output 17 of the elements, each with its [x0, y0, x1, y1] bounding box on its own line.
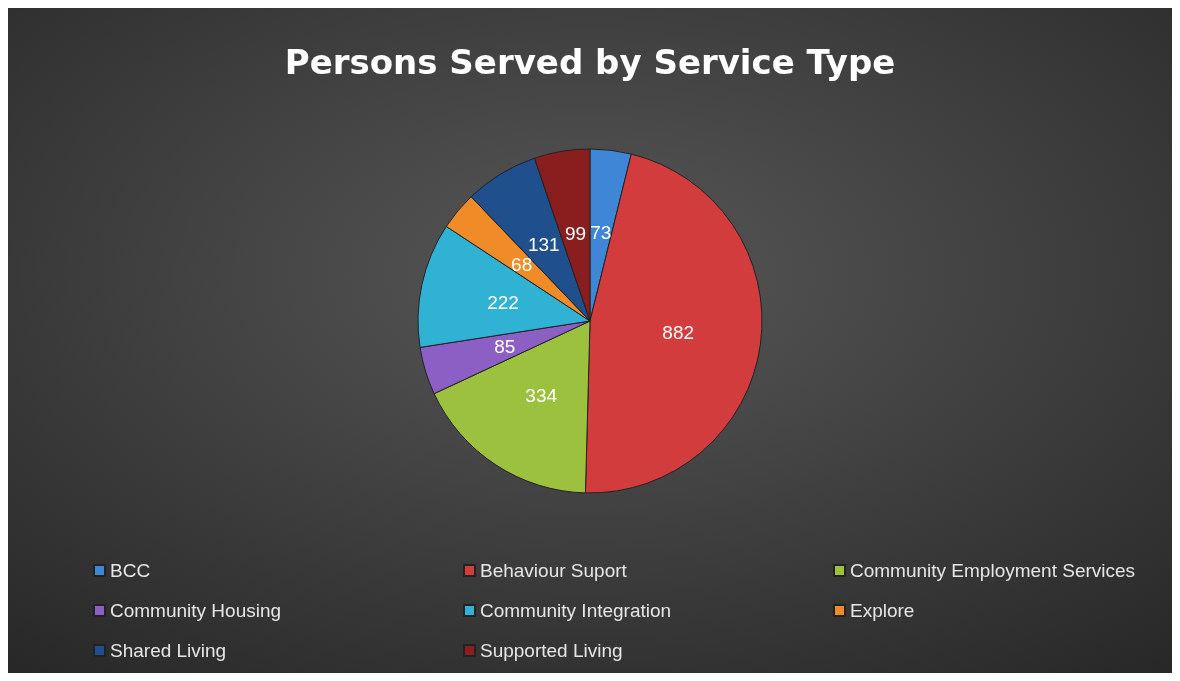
data-label: 73	[590, 222, 612, 244]
legend-label: Behaviour Suport	[480, 560, 628, 581]
legend-label: Explore	[850, 600, 915, 621]
legend-label: Shared Living	[110, 640, 227, 661]
data-label: 131	[527, 234, 560, 256]
data-label: 99	[564, 222, 587, 244]
data-label: 882	[662, 322, 695, 344]
legend-label: Supported Living	[480, 640, 623, 661]
data-label: 222	[487, 291, 519, 313]
chart-title: Persons Served by Service Type	[284, 42, 896, 82]
data-label: 68	[511, 253, 533, 275]
data-label: 85	[494, 336, 516, 358]
legend-label: Community Housing	[110, 600, 282, 621]
legend-label: Community Employment Services	[850, 560, 1136, 581]
legend-label: Community Integration	[480, 600, 672, 621]
legend-label: BCC	[110, 560, 151, 581]
data-label: 334	[525, 384, 558, 406]
